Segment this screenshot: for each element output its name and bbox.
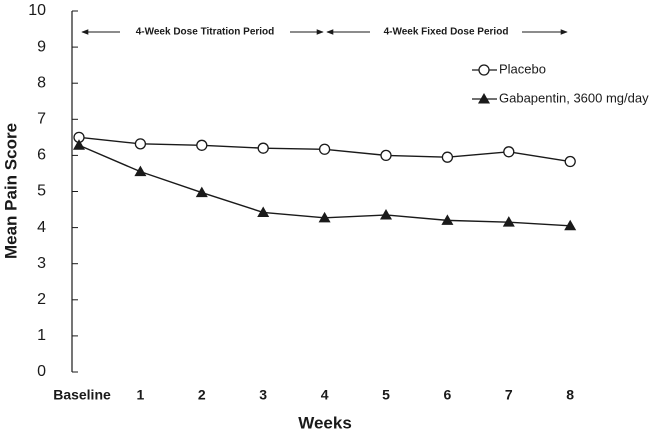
x-tick-label: 6 <box>444 387 452 403</box>
x-tick-label: 1 <box>137 387 145 403</box>
annotation-bg <box>370 25 522 39</box>
y-tick-label: 0 <box>37 363 46 380</box>
x-tick-label: 7 <box>505 387 513 403</box>
y-tick-label: 1 <box>37 327 46 344</box>
y-tick-label: 5 <box>37 183 46 200</box>
y-axis-title: Mean Pain Score <box>1 123 20 259</box>
data-point <box>502 216 515 227</box>
x-axis-title: Weeks <box>298 413 352 432</box>
data-point <box>73 139 85 150</box>
legend-label: Placebo <box>499 61 546 76</box>
data-point <box>441 151 454 163</box>
y-tick-label: 10 <box>28 2 46 19</box>
data-point <box>318 211 331 223</box>
y-tick-label: 3 <box>37 255 46 272</box>
data-point <box>380 208 392 220</box>
data-point <box>380 149 392 162</box>
data-point <box>564 219 577 231</box>
data-point <box>134 138 147 150</box>
x-tick-label: 4 <box>321 387 329 403</box>
y-tick-label: 2 <box>37 291 46 308</box>
y-tick-label: 6 <box>37 147 46 164</box>
x-tick-label: 3 <box>259 387 267 403</box>
data-point <box>257 206 270 217</box>
legend-marker <box>478 64 490 76</box>
x-tick-label: 5 <box>382 387 390 403</box>
legend-marker <box>478 93 490 104</box>
data-point <box>257 142 269 154</box>
x-tick-label: Baseline <box>53 387 111 403</box>
data-point <box>564 155 576 168</box>
x-tick-label: 8 <box>566 387 574 403</box>
x-tick-label: 2 <box>198 387 206 403</box>
y-tick-label: 4 <box>37 219 46 236</box>
data-point <box>134 165 147 177</box>
data-point <box>503 146 515 158</box>
legend-label: Gabapentin, 3600 mg/day <box>499 90 649 105</box>
annotation: 4-Week Dose Titration Period <box>136 27 275 38</box>
annotation: 4-Week Fixed Dose Period <box>384 27 509 38</box>
y-tick-label: 8 <box>37 74 46 91</box>
y-tick-label: 7 <box>37 111 46 128</box>
annotation-bg <box>120 25 290 39</box>
data-point <box>195 186 208 198</box>
data-point <box>318 143 331 155</box>
data-point <box>441 214 454 225</box>
y-tick-label: 9 <box>37 38 46 55</box>
data-point <box>196 139 208 151</box>
